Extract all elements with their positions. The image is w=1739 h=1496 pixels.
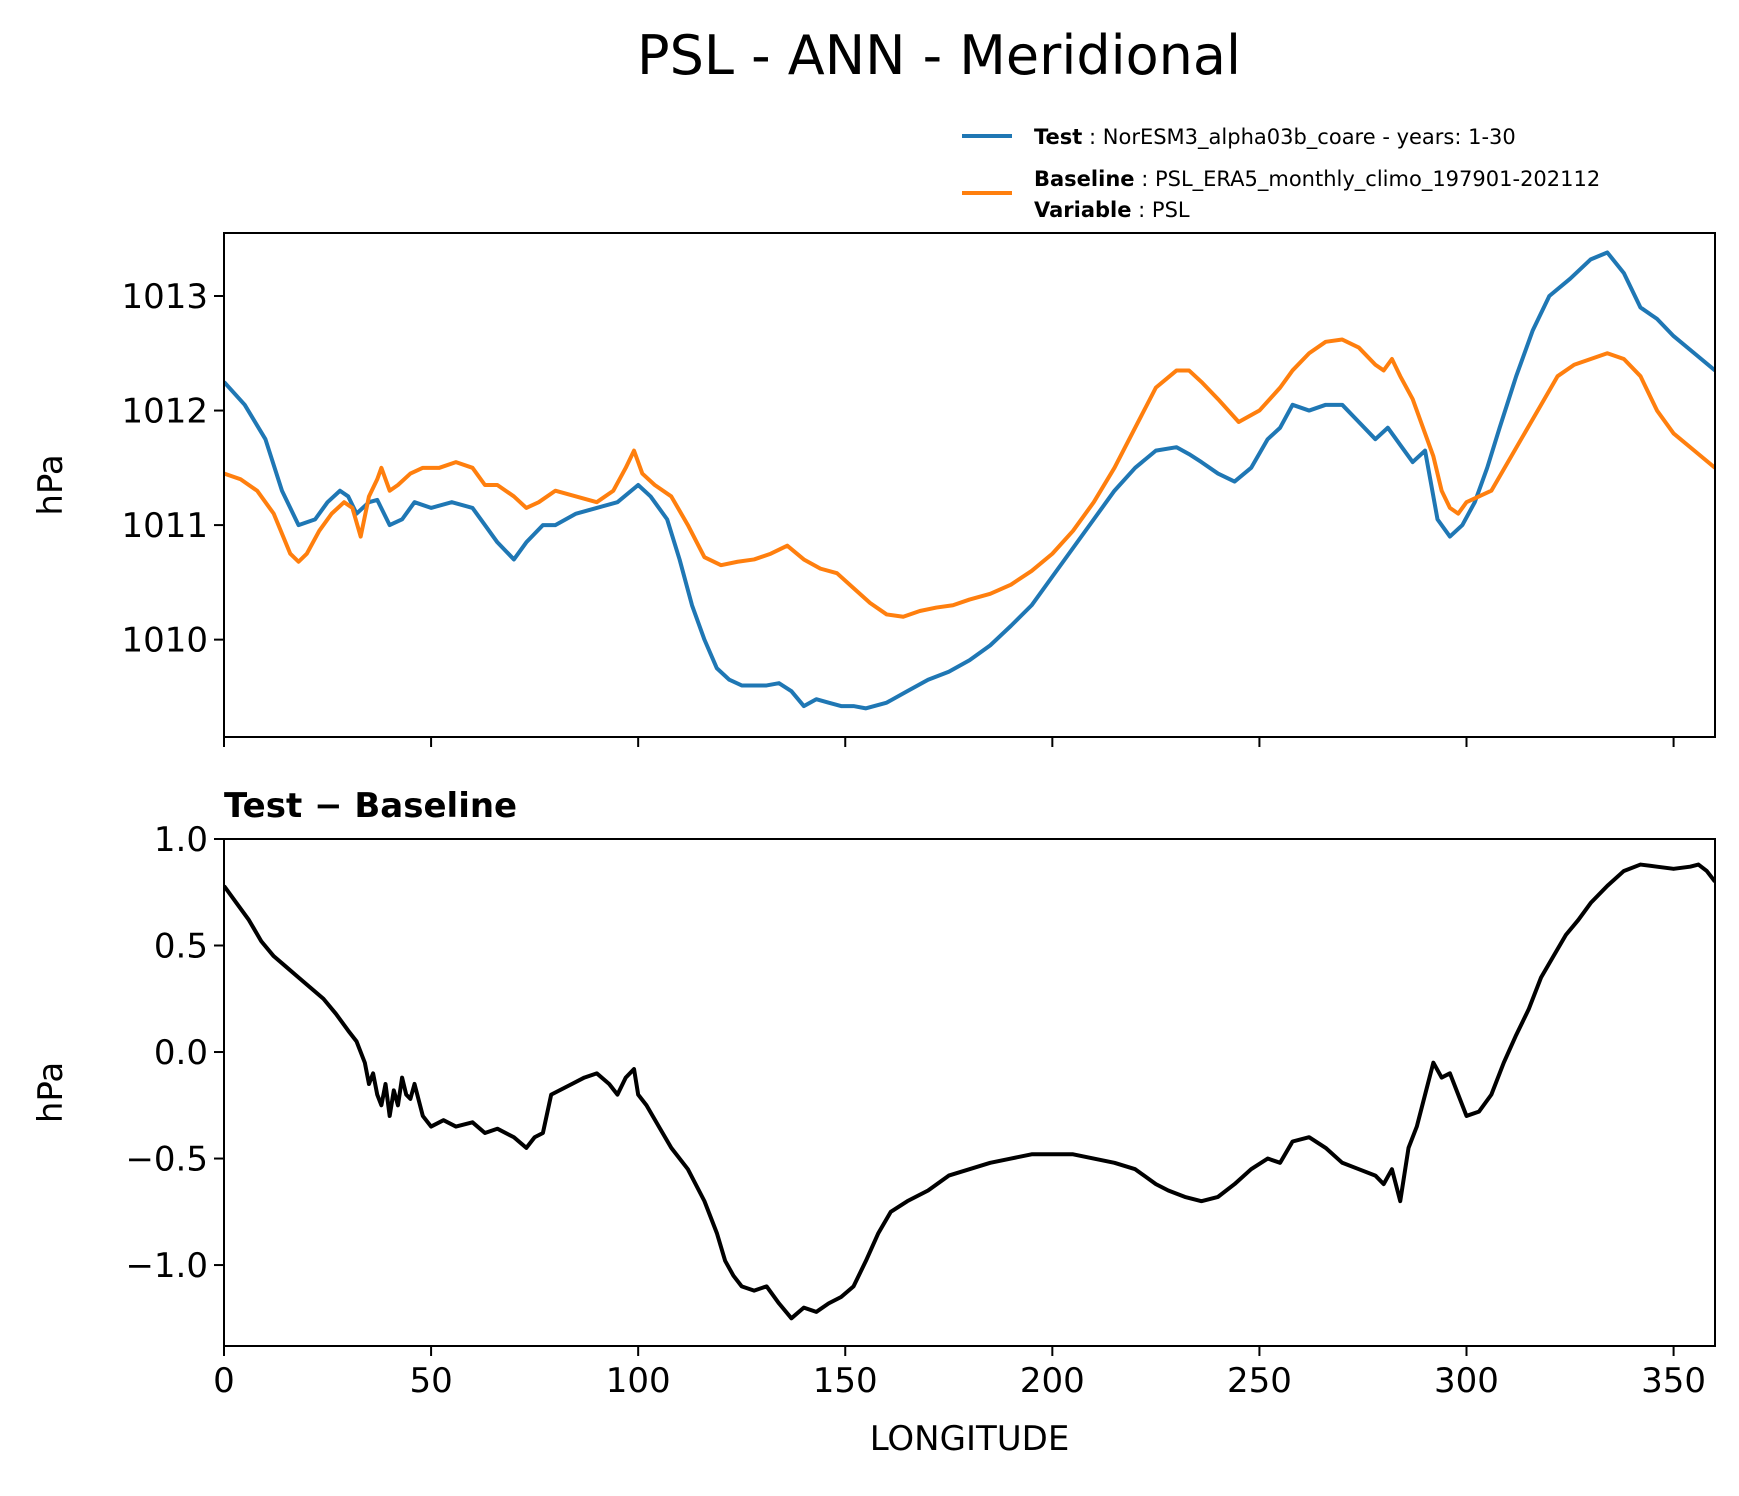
x-tick-label: 200 xyxy=(1020,1361,1085,1401)
x-tick-label: 250 xyxy=(1227,1361,1292,1401)
x-axis-label: LONGITUDE xyxy=(870,1419,1070,1459)
y-tick-label: 1010 xyxy=(121,621,208,661)
y-axis-label: hPa xyxy=(31,454,71,515)
x-tick-label: 50 xyxy=(409,1361,452,1401)
y-tick-label: 1013 xyxy=(121,277,208,317)
legend-test-text: Test : NorESM3_alpha03b_coare - years: 1… xyxy=(1034,125,1516,150)
legend: Test : NorESM3_alpha03b_coare - years: 1… xyxy=(962,125,1600,222)
legend-variable-value: PSL xyxy=(1152,198,1190,222)
axes-frame xyxy=(223,838,1716,1347)
x-tick-label: 100 xyxy=(606,1361,671,1401)
x-tick-label: 300 xyxy=(1434,1361,1499,1401)
x-tick-label: 0 xyxy=(213,1361,235,1401)
top-panel: 1010 1011 1012 1013 hPa xyxy=(31,232,1716,747)
x-tick-label: 150 xyxy=(813,1361,878,1401)
bottom-panel: −1.0 −0.5 0.0 0.5 1.0 0 50 100 150 200 250 300 350 hP… xyxy=(31,786,1716,1459)
y-axis-label: hPa xyxy=(31,1062,71,1123)
legend-baseline-text: Baseline : PSL_ERA5_monthly_climo_197901… xyxy=(1034,167,1600,192)
series-line-test-baseline xyxy=(224,862,1715,1321)
legend-test-key: Test xyxy=(1034,125,1082,149)
legend-variable-key: Variable xyxy=(1034,198,1131,222)
legend-baseline-sep: : xyxy=(1135,167,1155,191)
legend-baseline-value: PSL_ERA5_monthly_climo_197901-202112 xyxy=(1155,167,1600,192)
y-tick-label: 1011 xyxy=(121,506,208,546)
panel-title: Test − Baseline xyxy=(224,786,517,826)
legend-variable-sep: : xyxy=(1131,198,1151,222)
series-line-test xyxy=(224,250,1715,711)
legend-variable-text: Variable : PSL xyxy=(1034,198,1190,222)
axes-frame xyxy=(223,232,1716,738)
legend-test-value: NorESM3_alpha03b_coare - years: 1-30 xyxy=(1103,125,1516,150)
y-tick-label: 1.0 xyxy=(154,820,208,860)
y-tick-label: −0.5 xyxy=(125,1140,208,1180)
x-tick-label: 350 xyxy=(1641,1361,1706,1401)
legend-baseline-key: Baseline xyxy=(1034,167,1135,191)
y-tick-label: 0.0 xyxy=(154,1033,208,1073)
series-line-baseline xyxy=(224,337,1715,619)
y-tick-label: 0.5 xyxy=(154,927,208,967)
y-tick-label: 1012 xyxy=(121,392,208,432)
figure-title: PSL - ANN - Meridional xyxy=(637,24,1241,87)
y-tick-label: −1.0 xyxy=(125,1246,208,1286)
legend-test-sep: : xyxy=(1082,125,1102,149)
